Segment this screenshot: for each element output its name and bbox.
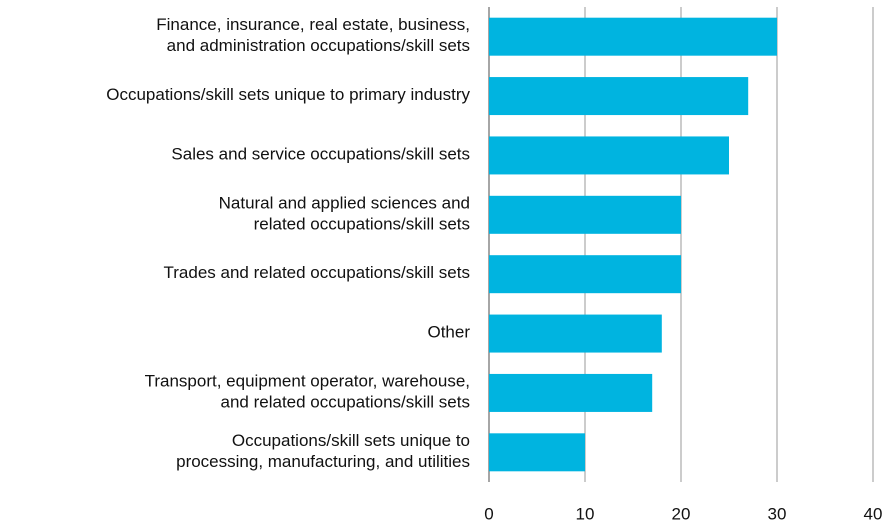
y-tick-label: Natural and applied sciences and related … (219, 194, 470, 234)
y-tick-label-line: Occupations/skill sets unique to (232, 431, 470, 450)
x-tick-label: 0 (484, 504, 493, 523)
bar (489, 314, 662, 353)
y-tick-label: Sales and service occupations/skill sets (171, 145, 470, 164)
y-tick-label: Other (427, 323, 470, 342)
bar (489, 255, 681, 294)
y-tick-label-line: Trades and related occupations/skill set… (164, 264, 470, 283)
y-tick-label-line: Natural and applied sciences and (219, 194, 470, 213)
y-tick-label: Occupations/skill sets unique to primary… (106, 86, 470, 105)
y-tick-label: Transport, equipment operator, warehouse… (145, 372, 470, 412)
x-tick-label: 40 (864, 504, 883, 523)
y-tick-label-line: processing, manufacturing, and utilities (176, 452, 470, 471)
bar (489, 195, 681, 234)
y-tick-label-line: Sales and service occupations/skill sets (171, 145, 470, 164)
y-tick-label-line: and related occupations/skill sets (221, 393, 470, 412)
y-tick-label-line: Finance, insurance, real estate, busines… (156, 16, 470, 35)
x-tick-label: 10 (576, 504, 595, 523)
y-tick-label-line: Occupations/skill sets unique to primary… (106, 86, 470, 105)
y-tick-label: Occupations/skill sets unique to processi… (176, 431, 470, 471)
x-tick-label: 20 (672, 504, 691, 523)
y-tick-label: Finance, insurance, real estate, busines… (156, 16, 470, 56)
y-tick-label: Trades and related occupations/skill set… (164, 264, 470, 283)
y-tick-label-line: and administration occupations/skill set… (167, 37, 470, 56)
bar (489, 373, 653, 412)
y-tick-label-line: Other (427, 323, 470, 342)
bar (489, 433, 585, 472)
bar (489, 17, 777, 56)
bar (489, 136, 729, 175)
bar (489, 77, 749, 116)
y-tick-label-line: related occupations/skill sets (254, 215, 470, 234)
y-tick-label-line: Transport, equipment operator, warehouse… (145, 372, 470, 391)
x-tick-label: 30 (768, 504, 787, 523)
